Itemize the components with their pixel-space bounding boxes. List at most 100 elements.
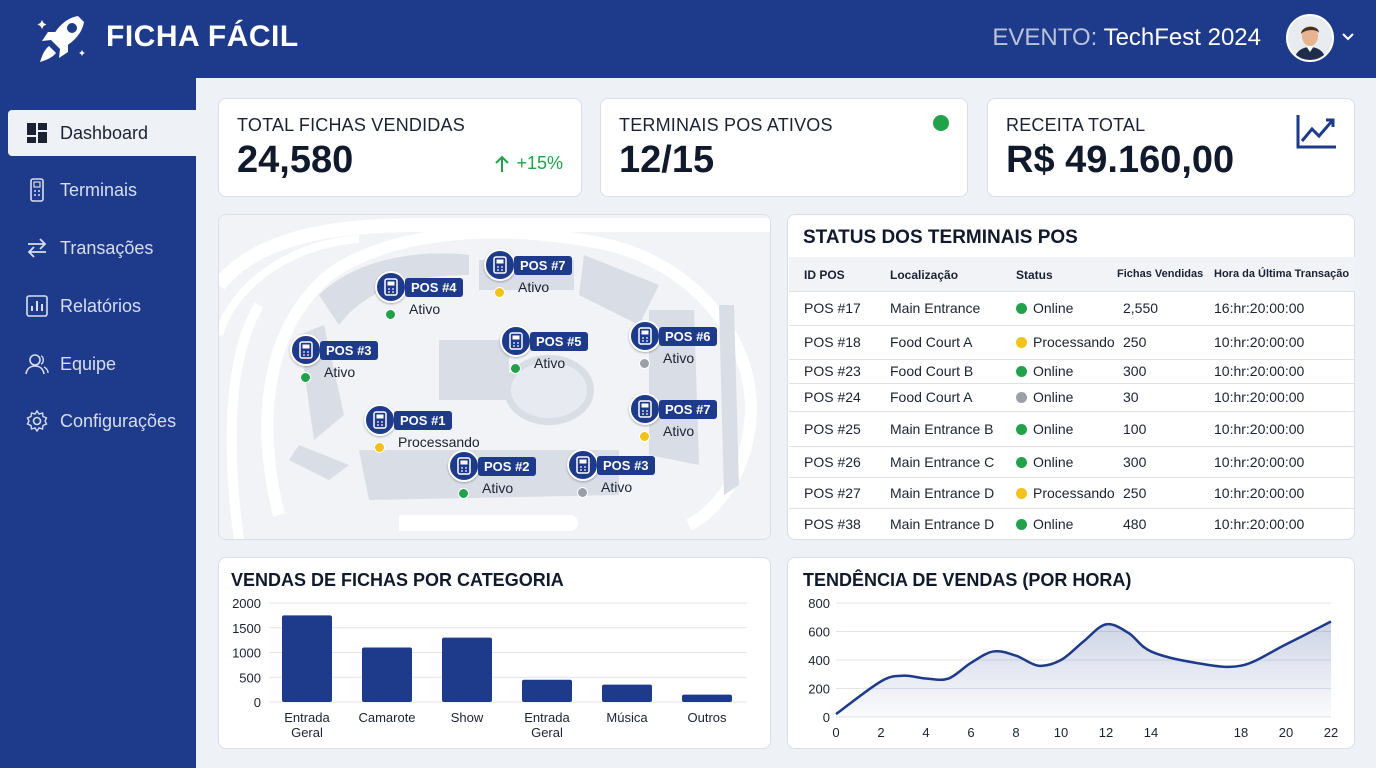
table-row[interactable]: POS #38 Main Entrance D Online 480 10:hr:20:… [789,508,1355,540]
status-cell: Processando [1016,485,1115,501]
x-tick-label: 22 [1324,725,1338,740]
sidebar: Dashboard Terminais Transações Relatório… [0,78,196,768]
location-cell: Main Entrance D [890,516,995,532]
pin-status-text: Processando [398,434,480,450]
last-transaction-cell: 10:hr:20:00:00 [1214,421,1305,437]
series-line[interactable] [835,620,1332,716]
terminal-map[interactable]: POS #7 Ativo POS #4 Ativo POS #3 Ativo POS #5 A… [218,214,771,540]
status-cell: Online [1016,300,1073,316]
pin-status-dot [385,309,396,320]
status-dot [1016,366,1027,377]
status-text: Online [1033,389,1074,405]
bar[interactable] [682,694,732,702]
table-row[interactable]: POS #23 Food Court B Online 300 10:hr:20:00:… [789,359,1355,383]
status-dot [1016,488,1027,499]
trend-chart-icon [1296,115,1336,149]
pos-id-cell: POS #27 [804,485,861,501]
pos-terminal-icon [629,393,661,425]
pin-status-dot [577,487,588,498]
table-row[interactable]: POS #27 Main Entrance D Processando 250 10:h… [789,477,1355,508]
terminal-status-table: STATUS DOS TERMINAIS POS ID POS Localiza… [787,214,1355,540]
location-cell: Food Court A [890,334,973,350]
fichas-cell: 300 [1123,454,1147,470]
reports-icon [24,293,50,319]
last-transaction-cell: 10:hr:20:00:00 [1214,334,1305,350]
pos-id-cell: POS #26 [804,454,861,470]
status-text: Processando [1033,334,1115,350]
sidebar-item-label: Dashboard [60,122,149,143]
y-tick-label: 400 [808,653,830,668]
status-dot [1016,424,1027,435]
sidebar-item-dashboard[interactable]: Dashboard [8,110,196,156]
app-title: FICHA FÁCIL [106,20,299,53]
pos-id-cell: POS #17 [804,300,861,316]
settings-icon [24,408,50,434]
pin-status-dot [494,287,505,298]
pos-terminal-icon [448,450,480,482]
kpi-label: RECEITA TOTAL [1006,115,1146,135]
x-tick-label: Entrada [524,710,570,725]
sidebar-item-equipe[interactable]: Equipe [8,341,196,387]
table-row[interactable]: POS #24 Food Court A Online 30 10:hr:20:00:0… [789,383,1355,411]
event-info: EVENTO: TechFest 2024 [992,24,1261,52]
location-cell: Food Court B [890,363,974,379]
x-tick-label: 0 [832,725,839,740]
y-tick-label: 800 [808,596,830,611]
x-tick-label: 4 [922,725,929,740]
table-row[interactable]: POS #26 Main Entrance C Online 300 10:hr:20:… [789,446,1355,477]
status-cell: Processando [1016,334,1115,350]
pin-label: POS #5 [530,332,588,351]
user-avatar[interactable] [1286,14,1334,62]
status-text: Online [1033,421,1074,437]
chevron-down-icon[interactable] [1340,28,1356,44]
sidebar-item-label: Relatórios [60,295,142,316]
sidebar-item-relatorios[interactable]: Relatórios [8,283,196,329]
sidebar-item-terminais[interactable]: Terminais [8,167,196,213]
status-cell: Online [1016,421,1073,437]
bar[interactable] [362,647,412,702]
pin-status-text: Ativo [409,301,441,317]
fichas-cell: 480 [1123,516,1147,532]
bar[interactable] [522,679,572,702]
fichas-cell: 100 [1123,421,1147,437]
x-tick-label: 2 [877,725,884,740]
line-chart-plot: 0 200 400 600 800 0 2 4 6 8 10 12 14 18 20 22 [808,596,1338,740]
table-row[interactable]: POS #17 Main Entrance Online 2,550 16:hr:20:… [789,291,1355,325]
pos-terminal-icon [484,249,516,281]
table-row[interactable]: POS #25 Main Entrance B Online 100 10:hr:20:… [789,411,1355,446]
pin-status-dot [458,488,469,499]
pin-status-dot [510,363,521,374]
pin-label: POS #4 [405,278,463,297]
user-avatar-icon [1288,16,1332,60]
pos-terminal-icon [290,334,322,366]
x-tick-label: 6 [967,725,974,740]
pos-terminal-icon [375,271,407,303]
bar[interactable] [282,615,332,702]
sidebar-item-label: Configurações [60,410,177,431]
x-tick-label: Outros [687,710,727,725]
pin-label: POS #3 [320,341,378,360]
y-tick-label: 500 [239,670,261,685]
sidebar-item-label: Transações [60,237,154,258]
column-header: Status [1016,268,1053,282]
table-row[interactable]: POS #18 Food Court A Processando 250 10:hr:2… [789,325,1355,359]
bar[interactable] [442,637,492,702]
status-text: Online [1033,300,1074,316]
location-cell: Main Entrance C [890,454,995,470]
pos-id-cell: POS #24 [804,389,861,405]
status-dot [1016,392,1027,403]
x-tick-label: Show [451,710,484,725]
sidebar-item-transacoes[interactable]: Transações [8,225,196,271]
x-tick-label: Entrada [284,710,330,725]
status-dot [1016,519,1027,530]
y-tick-label: 2000 [232,596,261,611]
sidebar-item-configuracoes[interactable]: Configurações [8,398,196,444]
fichas-cell: 250 [1123,485,1147,501]
status-cell: Online [1016,516,1073,532]
dashboard-icon [24,120,50,146]
terminal-icon [24,177,50,203]
bar[interactable] [602,684,652,702]
location-cell: Main Entrance B [890,421,994,437]
kpi-card-fichas: TOTAL FICHAS VENDIDAS 24,580 +15% [218,98,582,197]
pin-status-text: Ativo [482,480,514,496]
